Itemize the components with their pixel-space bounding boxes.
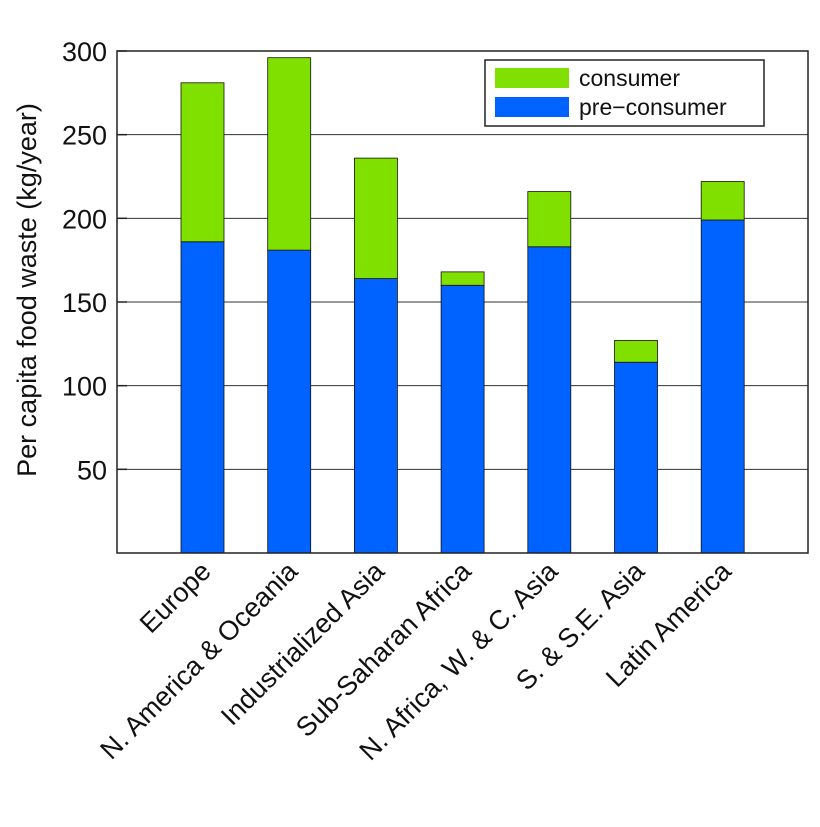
legend-label-0: consumer — [579, 65, 680, 91]
y-tick-label-100: 100 — [62, 372, 107, 402]
bar-consumer-1 — [267, 57, 312, 251]
y-tick-label-250: 250 — [62, 121, 107, 151]
x-category-label-0: Europe — [134, 556, 217, 639]
bar-consumer-6 — [700, 181, 745, 221]
bar-pre-consumer-2 — [353, 278, 398, 554]
bar-pre-consumer-1 — [267, 249, 312, 554]
bar-pre-consumer-5 — [614, 361, 658, 554]
bar-consumer-5 — [614, 340, 658, 363]
bar-pre-consumer-0 — [180, 241, 225, 554]
bar-consumer-3 — [440, 271, 485, 286]
legend-swatch-0 — [495, 68, 569, 88]
y-tick-label-200: 200 — [62, 204, 107, 234]
legend: consumer pre−consumer — [484, 59, 765, 127]
legend-swatch-1 — [495, 97, 569, 117]
y-tick-label-50: 50 — [77, 455, 107, 485]
y-tick-label-300: 300 — [62, 37, 107, 67]
legend-label-1: pre−consumer — [579, 94, 727, 120]
bars — [180, 57, 745, 554]
bar-consumer-0 — [180, 82, 225, 243]
bar-pre-consumer-3 — [440, 284, 485, 554]
bar-pre-consumer-4 — [527, 246, 572, 554]
y-tick-label-150: 150 — [62, 288, 107, 318]
x-category-label-2: Industrialized Asia — [215, 555, 391, 731]
y-axis-title: Per capita food waste (kg/year) — [12, 103, 42, 477]
y-axis-ticks: 50 100 150 200 250 300 — [62, 37, 127, 485]
bar-consumer-2 — [353, 157, 398, 279]
bar-consumer-4 — [527, 191, 572, 248]
bar-pre-consumer-6 — [700, 219, 745, 554]
